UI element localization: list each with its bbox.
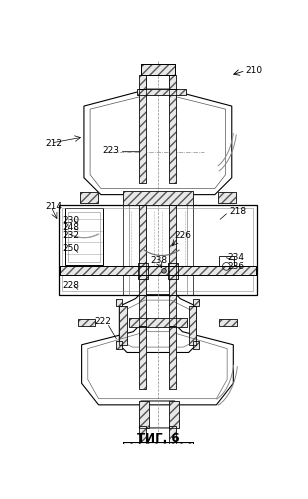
Bar [169,75,176,89]
Bar [169,427,176,448]
Bar [138,263,148,278]
Bar [116,298,123,306]
Bar [220,319,237,325]
Bar [116,341,123,349]
Bar [140,427,146,448]
Text: 226: 226 [174,231,191,240]
Bar [169,401,179,428]
Bar [169,89,176,183]
Bar [123,442,192,453]
Bar [169,205,176,295]
Bar [140,75,146,89]
Bar [137,89,185,95]
Bar [218,192,236,203]
Bar [140,295,146,325]
Bar [120,306,127,345]
Text: 236: 236 [227,262,244,271]
Bar [129,453,187,460]
Bar [193,298,200,306]
Bar [141,64,175,75]
Bar [193,341,200,349]
Bar [169,325,176,389]
Bar [129,453,187,460]
Bar [193,298,200,306]
Bar [193,341,200,349]
Bar [169,89,176,183]
Text: 238: 238 [150,255,167,264]
Bar [137,89,185,95]
Bar [141,64,175,75]
Bar [129,453,187,460]
Bar [188,306,197,345]
Text: 234: 234 [227,252,244,261]
Bar [169,427,176,448]
Bar [169,295,176,325]
Bar [60,266,256,275]
Text: 248: 248 [63,223,79,232]
Bar [220,319,237,325]
Bar [169,295,176,325]
Bar [68,212,100,261]
Bar [129,318,187,327]
Bar [219,256,234,273]
Bar [123,442,192,453]
Bar [188,306,197,345]
Bar [78,319,95,325]
Bar [138,263,148,278]
Bar [140,295,146,325]
Text: 210: 210 [246,66,263,75]
Text: 214: 214 [46,202,63,211]
Text: 222: 222 [95,317,111,326]
Bar [218,192,236,203]
Bar [116,341,123,349]
Bar [59,205,257,295]
Bar [80,192,98,203]
Text: 218: 218 [229,207,247,216]
Bar [169,325,176,389]
Bar [140,205,146,295]
Bar [141,64,175,75]
Bar [140,205,146,295]
Bar [60,266,256,275]
Text: 250: 250 [63,244,79,253]
Text: 223: 223 [102,146,120,155]
Circle shape [162,268,166,273]
Text: 232: 232 [63,231,79,240]
Bar [169,205,176,295]
Bar [80,192,98,203]
Bar [140,427,146,448]
Bar [120,306,127,345]
Bar [140,401,149,428]
Bar [140,89,146,183]
Bar [168,263,178,278]
Bar [123,191,192,205]
Text: 230: 230 [63,216,79,225]
Bar [129,318,187,327]
Bar [140,89,146,183]
Bar [140,75,146,89]
Bar [78,319,95,325]
Bar [140,325,146,389]
Bar [65,209,103,264]
Bar [169,401,179,428]
Bar [140,325,146,389]
Bar [116,298,123,306]
Text: 228: 228 [63,281,79,290]
Text: ΤИГ. 6: ΤИГ. 6 [136,432,179,445]
Bar [140,401,149,428]
Bar [123,191,192,205]
Bar [63,209,253,291]
Bar [60,266,256,275]
Text: 212: 212 [46,139,63,148]
Bar [168,263,178,278]
Bar [169,75,176,89]
Bar [123,442,192,453]
